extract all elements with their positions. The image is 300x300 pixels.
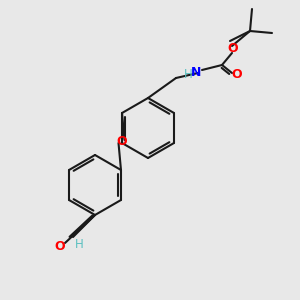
Text: N: N — [191, 65, 201, 79]
Text: H: H — [75, 238, 83, 250]
Text: O: O — [55, 239, 65, 253]
Text: O: O — [228, 43, 238, 56]
Text: O: O — [116, 135, 127, 148]
Text: O: O — [232, 68, 242, 82]
Text: H: H — [184, 68, 192, 82]
